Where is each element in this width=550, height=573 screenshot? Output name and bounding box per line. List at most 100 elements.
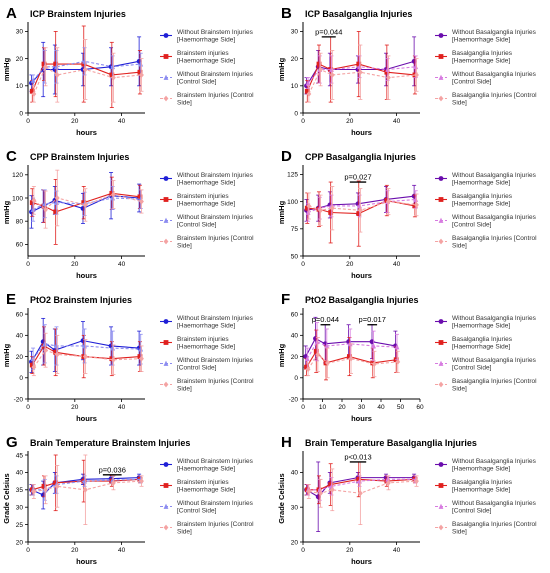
y-tick-label: 60 [16,311,24,318]
data-point [306,488,312,495]
series-line [308,201,417,211]
legend-label: Basalganglia Injuries [Haemorrhage Side] [452,193,513,208]
x-tick-label: 20 [71,261,79,268]
legend-label-line: [Haemorrhage Side] [452,37,510,44]
data-point [82,486,88,493]
data-point [357,478,362,484]
legend-label-line: Without Basalganglia Injuries [452,357,537,364]
y-tick-label: 20 [16,354,24,361]
series-4 [31,454,144,525]
series-line [305,337,396,357]
y-tick-label: 40 [291,470,299,477]
legend-label-line: Basalganglia Injuries [452,479,513,486]
legend-label: Basalganglia Injuries [Control Side] [452,235,537,250]
data-point [318,490,323,497]
legend-marker [163,74,169,80]
chart-panel-d: D CPP Basalganglia Injuries 50 75 100 125 0 20 4… [275,143,550,286]
x-tick-label: 40 [393,118,401,125]
data-point [315,494,321,500]
y-tick-label: 40 [16,333,24,340]
legend-label: Without Basalganglia Injuries [Control Si… [452,71,537,86]
data-point [329,66,334,72]
data-point [54,343,59,349]
legend-label-line: Without Brainstem Injuries [177,71,254,78]
legend-label: Without Brainstem Injuries [Control Side] [177,214,254,229]
x-axis-label: hours [351,271,372,280]
legend-label-line: [Haemorrhage Side] [452,180,510,187]
legend-marker [163,503,169,509]
x-tick-label: 40 [118,261,126,268]
data-point [43,486,48,493]
p-value-label: p=0.017 [359,315,386,324]
data-point [395,358,401,365]
legend-label: Basalganglia Injuries [Haemorrhage Side] [452,50,513,65]
legend-marker [163,524,169,531]
data-point [53,209,59,215]
data-point [324,343,330,349]
data-point [315,351,321,358]
chart-svg: C CPP Brainstem Injuries 60 80 100 120 0 20 40 ho… [2,148,254,280]
data-point [53,349,59,355]
legend-marker [438,483,444,488]
data-point [31,488,37,495]
x-tick-label: 0 [26,547,30,554]
data-point [54,483,60,490]
legend-label: Without Basalganglia Injuries [Control Si… [452,500,537,515]
data-point [31,364,37,371]
legend-label-line: Without Brainstem Injuries [177,172,254,179]
data-point [414,478,419,484]
data-point [384,69,390,75]
legend-label-line: Side] [452,386,467,393]
x-axis-label: hours [351,414,372,423]
series-line [33,65,142,95]
panel-letter: D [281,148,292,165]
legend-label-line: [Haemorrhage Side] [452,323,510,330]
y-axis-label: mmHg [2,200,11,224]
data-point [394,344,400,350]
legend-label-line: [Haemorrhage Side] [177,37,235,44]
series-line [33,349,142,368]
series-line [33,478,141,491]
x-tick-label: 50 [397,404,405,411]
y-tick-label: 10 [16,83,24,90]
legend-label-line: [Control Side] [452,508,492,515]
y-tick-label: 0 [19,110,23,117]
data-point [137,354,143,359]
x-tick-label: 40 [118,404,126,411]
y-tick-label: 40 [16,470,24,477]
data-point [314,338,320,345]
panel-letter: C [6,148,17,165]
legend-label: Brainstem Injuries [Control Side] [177,235,254,250]
legend-label: Without Basalganglia Injuries [Control Si… [452,357,537,372]
data-point [137,194,143,200]
p-value-label: p=0.044 [312,315,339,324]
x-tick-label: 0 [26,404,30,411]
chart-panel-a: A ICP Brainstem Injuries 0 10 20 30 0 20 40 hours… [0,0,275,143]
data-point [43,347,48,354]
data-point [357,203,362,209]
chart-svg: H Brain Temperature Basalganglia Injuries… [277,434,537,566]
legend-marker [438,217,444,223]
data-point [82,66,88,73]
legend-marker [438,381,444,388]
legend-label-line: [Haemorrhage Side] [452,466,510,473]
y-axis-label: Grade Celsius [2,473,11,523]
panel-letter: B [281,5,292,22]
x-axis-label: hours [351,557,372,566]
legend-label-line: Without Brainstem Injuries [177,500,254,507]
y-tick-label: 40 [291,333,299,340]
legend-label-line: [Haemorrhage Side] [177,58,235,65]
legend-label: Basalganglia Injuries [Control Side] [452,92,537,107]
legend-label-line: [Haemorrhage Side] [177,323,235,330]
series-4 [306,186,419,233]
data-point [414,72,419,78]
data-point [29,88,35,94]
y-tick-label: 30 [16,505,24,512]
legend-label: Basalganglia Injuries [Haemorrhage Side] [452,479,513,494]
legend-label-line: Side] [177,100,192,107]
x-tick-label: 40 [118,118,126,125]
chart-title: Brain Temperature Basalganglia Injuries [305,438,477,448]
legend-label-line: Without Basalganglia Injuries [452,172,537,179]
data-point [53,480,59,486]
